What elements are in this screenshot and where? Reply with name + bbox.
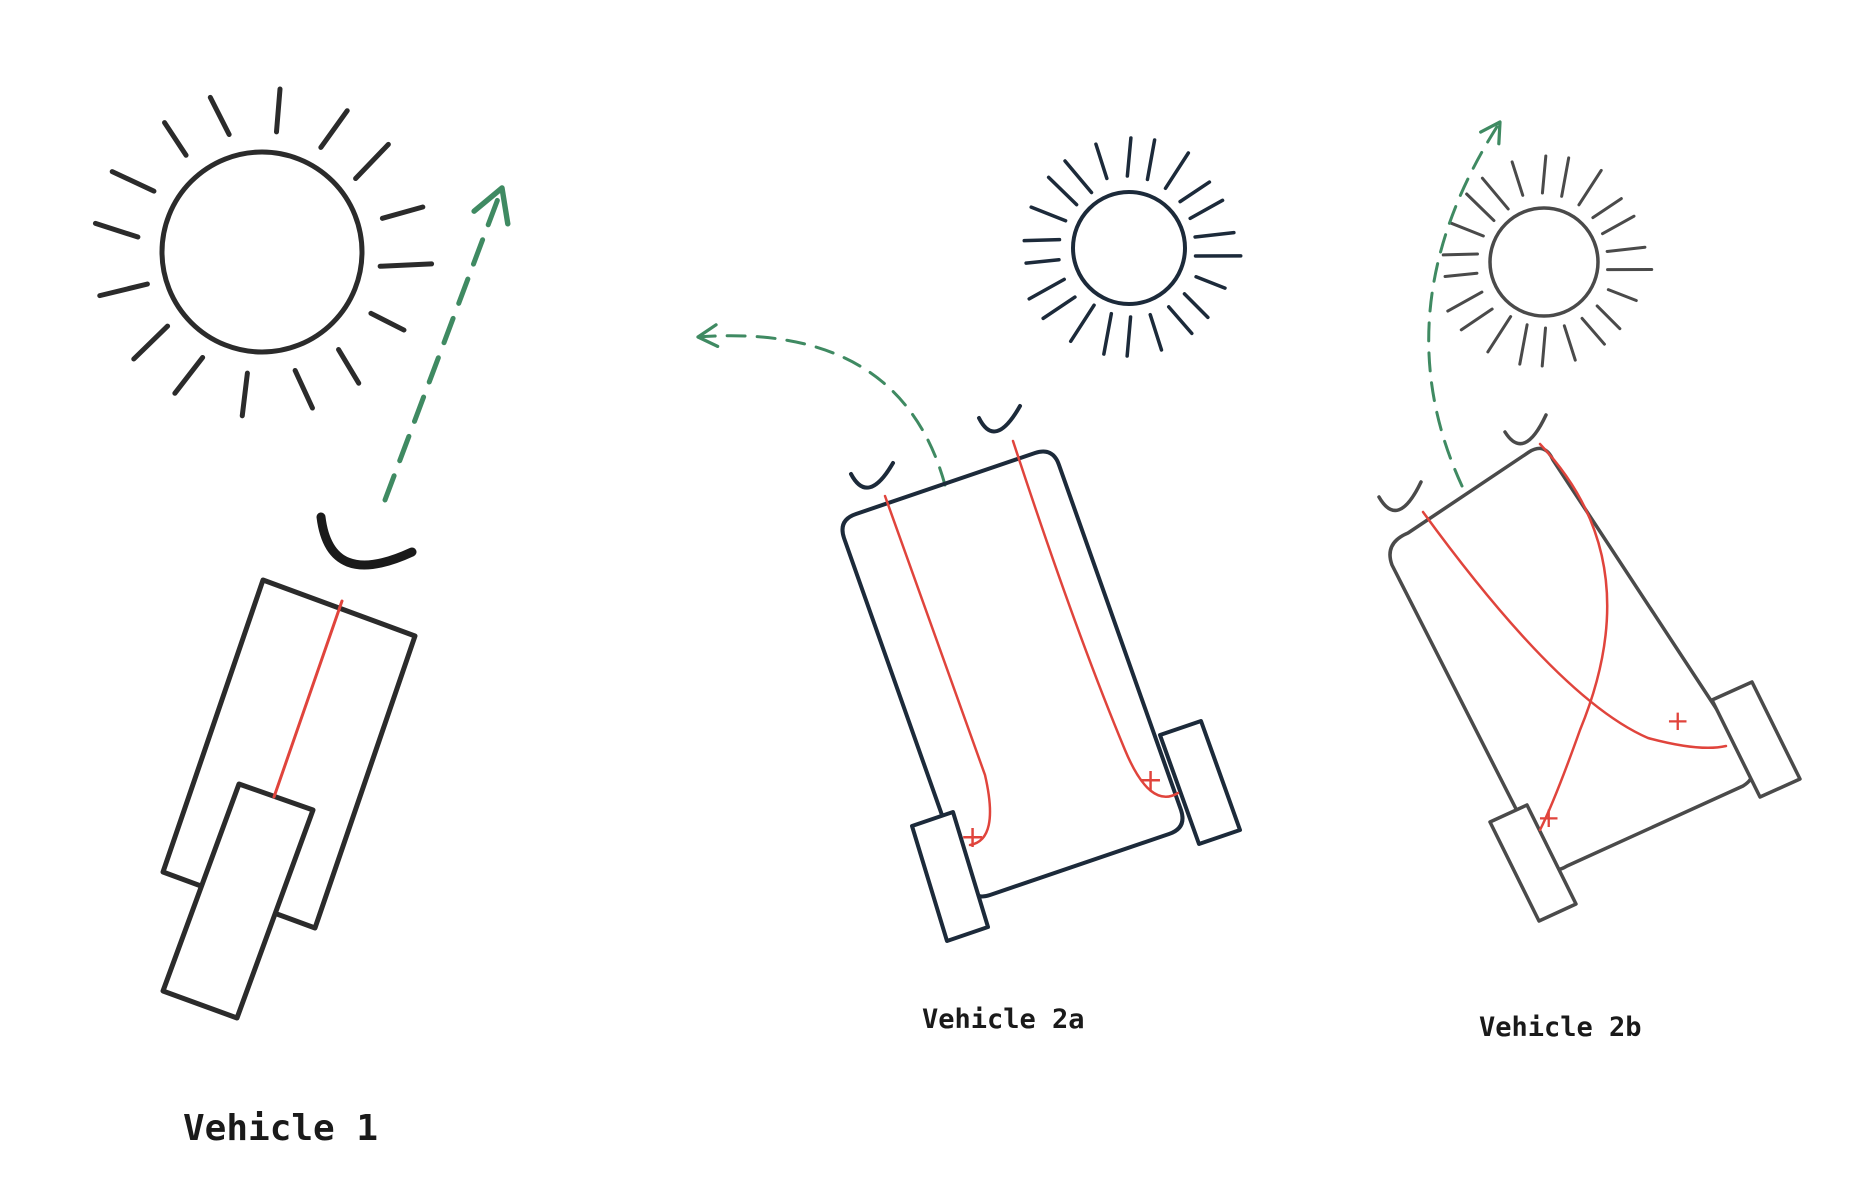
vehicle-body bbox=[160, 577, 418, 931]
sun-ray bbox=[1580, 316, 1606, 346]
sun-ray bbox=[292, 367, 315, 411]
sun-ray bbox=[353, 141, 391, 182]
sun-ray bbox=[1595, 304, 1622, 331]
sun-ray bbox=[368, 310, 407, 333]
sun-ray bbox=[1163, 151, 1191, 191]
sun-icon bbox=[1441, 154, 1654, 368]
sun-ray bbox=[1046, 175, 1079, 207]
motor-connection-plus: + bbox=[1537, 801, 1560, 834]
sun-ray bbox=[336, 347, 362, 386]
motor-connection-plus: + bbox=[960, 820, 985, 855]
wheel-icon bbox=[1710, 680, 1802, 799]
sun-ray bbox=[1606, 288, 1638, 303]
vehicle-2b-label: Vehicle 2b bbox=[1479, 1012, 1642, 1043]
vehicle-body bbox=[1388, 446, 1755, 872]
sensor-icon bbox=[977, 404, 1022, 434]
sensor-icon bbox=[1503, 413, 1548, 446]
trajectory-arrow bbox=[696, 323, 947, 487]
sun-ray bbox=[273, 86, 283, 135]
sun-ray bbox=[1094, 142, 1109, 181]
wheel-icon bbox=[1158, 719, 1242, 846]
sun-ray bbox=[1125, 136, 1133, 178]
sun-ray bbox=[1443, 271, 1479, 279]
sun-ray bbox=[1562, 324, 1577, 362]
sun-ray bbox=[1029, 205, 1068, 223]
trajectory-arrow bbox=[382, 185, 511, 503]
sun-ray bbox=[1591, 197, 1623, 220]
sun-ray bbox=[1178, 180, 1212, 204]
sun-ray bbox=[172, 354, 206, 396]
sun-ray bbox=[162, 120, 189, 158]
sensor-icon bbox=[1377, 480, 1423, 513]
sensor-wire-right bbox=[1538, 442, 1609, 832]
sun-icon bbox=[1022, 136, 1243, 358]
sensor-icon bbox=[316, 512, 417, 570]
sun-ray bbox=[377, 261, 435, 269]
sun-ray bbox=[1027, 277, 1066, 301]
sun-ray bbox=[1188, 198, 1225, 221]
sun-ray bbox=[1540, 154, 1548, 195]
motor-connection-plus: + bbox=[1666, 704, 1689, 737]
sun-ray bbox=[1194, 275, 1227, 290]
sun-ray bbox=[1063, 159, 1094, 195]
sun-ray bbox=[1166, 305, 1194, 336]
trajectory-arrow bbox=[1427, 120, 1502, 488]
sun-ray bbox=[131, 323, 171, 362]
sun-ray bbox=[1148, 312, 1164, 352]
sun-icon bbox=[92, 86, 435, 419]
sun-ray bbox=[1446, 290, 1484, 313]
sun-ray bbox=[1600, 214, 1636, 236]
vehicle-2a: + + Vehicle 2a bbox=[696, 136, 1243, 1035]
sun-ray bbox=[1540, 326, 1548, 368]
sun-ray bbox=[1068, 303, 1096, 344]
sun-ray bbox=[207, 94, 232, 138]
sensor-icon bbox=[849, 461, 895, 490]
sun-ray bbox=[1182, 292, 1210, 320]
sun-ray bbox=[1145, 138, 1157, 182]
vehicle-2a-label: Vehicle 2a bbox=[922, 1004, 1085, 1035]
sun-ray bbox=[1486, 315, 1513, 354]
vehicle-1: Vehicle 1 bbox=[92, 86, 511, 1149]
sun-ray bbox=[1024, 257, 1061, 265]
sensor-wire-left bbox=[883, 494, 992, 847]
sun-ray bbox=[1480, 176, 1510, 211]
sun-ray bbox=[92, 220, 141, 240]
sun-ray bbox=[1041, 295, 1077, 321]
sensor-wire bbox=[272, 599, 344, 799]
wheel-icon bbox=[1488, 803, 1578, 923]
sun-ray bbox=[1102, 311, 1114, 356]
sun-ray bbox=[1441, 252, 1479, 257]
vehicle-1-label: Vehicle 1 bbox=[183, 1108, 378, 1149]
sun-ray bbox=[1465, 192, 1496, 223]
sun-ray bbox=[97, 281, 150, 299]
sun-ray bbox=[1193, 230, 1236, 239]
sun-ray bbox=[1577, 168, 1603, 207]
motor-connection-plus: + bbox=[1138, 763, 1163, 798]
sun-ray bbox=[1510, 160, 1525, 197]
sun-ray bbox=[318, 108, 350, 150]
sensor-wire-left bbox=[1421, 510, 1728, 750]
wheel-icon bbox=[910, 810, 990, 943]
sun-ray bbox=[379, 204, 426, 221]
sun-ray bbox=[109, 169, 157, 194]
sun-ray bbox=[1560, 156, 1571, 198]
sun-ray bbox=[1459, 307, 1494, 332]
sun-ray bbox=[1605, 245, 1647, 253]
sun-ray bbox=[1448, 221, 1485, 238]
sun-ray bbox=[1022, 237, 1062, 243]
vehicle-2b: + + Vehicle 2b bbox=[1377, 120, 1802, 1043]
sensor-wire-right bbox=[1011, 439, 1180, 798]
sun-ray bbox=[239, 370, 250, 419]
sun-ray bbox=[1125, 315, 1133, 358]
vehicle-body bbox=[840, 449, 1185, 899]
sun-ray bbox=[1518, 323, 1529, 366]
wheel-icon bbox=[160, 781, 316, 1021]
